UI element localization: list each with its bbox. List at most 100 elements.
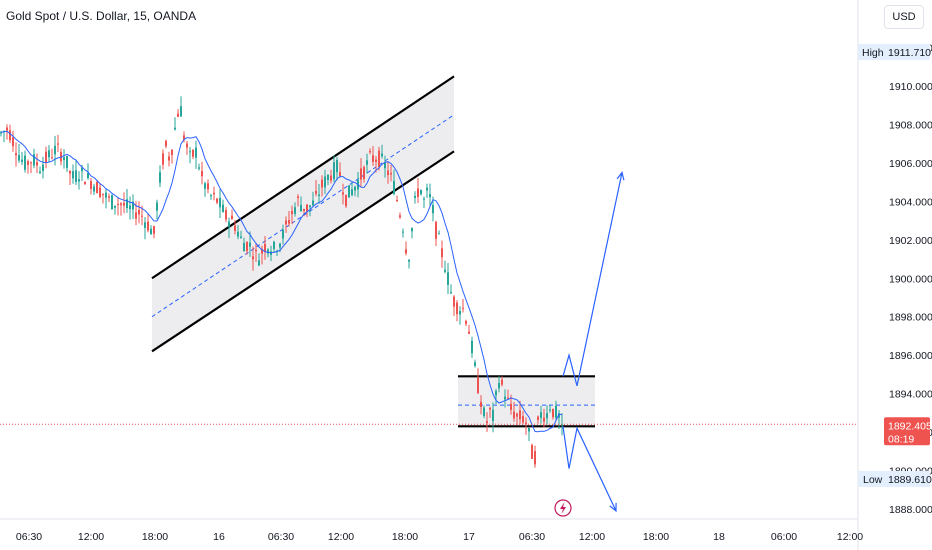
lightning-icon-bolt — [560, 502, 566, 514]
candle-body — [285, 220, 287, 225]
candle-body — [18, 154, 20, 161]
candle-body — [114, 205, 116, 208]
price-tick-label: 1898.000 — [889, 312, 932, 324]
candle-body — [492, 409, 494, 422]
candle-body — [444, 269, 446, 272]
candle-body — [510, 403, 512, 410]
projection-arrows — [562, 171, 625, 513]
candle-body — [447, 272, 449, 285]
symbol-title: Gold Spot / U.S. Dollar, 15, OANDA — [6, 9, 197, 23]
candle-body — [102, 193, 104, 195]
candle-body — [6, 127, 8, 131]
candle-body — [189, 151, 191, 153]
candle-body — [561, 424, 563, 426]
low-value-bg — [884, 471, 930, 487]
channel-mid-line — [151, 114, 455, 318]
price-tick-label: 1902.000 — [889, 235, 932, 247]
candle-body — [237, 231, 239, 237]
candle-body — [30, 162, 32, 164]
candle-body — [204, 183, 206, 189]
candle-body — [408, 260, 410, 262]
candle-body — [33, 154, 35, 166]
candle-body — [489, 407, 491, 410]
candle-body — [267, 249, 269, 254]
candle-body — [297, 196, 299, 199]
high-value: 1911.710 — [888, 47, 931, 59]
high-label-bg — [858, 44, 884, 60]
candle-body — [360, 168, 362, 180]
candle-body — [498, 382, 500, 389]
candle-body — [414, 195, 416, 198]
low-label-bg — [858, 471, 884, 487]
candle-body — [327, 175, 329, 181]
candle-body — [507, 397, 509, 399]
candle-body — [372, 155, 374, 162]
time-tick-label: 18 — [713, 531, 725, 543]
time-tick-label: 06:30 — [519, 531, 545, 543]
candle-body — [141, 215, 143, 217]
candle-body — [51, 157, 53, 159]
candle-body — [417, 188, 419, 197]
currency-button[interactable]: USD — [884, 5, 924, 29]
candle-body — [336, 159, 338, 173]
candle-body — [348, 185, 350, 198]
price-tick-label: 1908.000 — [889, 119, 932, 131]
candle-body — [171, 149, 173, 156]
candle-body — [39, 171, 41, 174]
lightning-icon[interactable] — [554, 499, 572, 517]
candle-body — [384, 162, 386, 169]
high-value-bg — [884, 44, 930, 60]
time-tick-label: 06:30 — [268, 531, 294, 543]
candle-body — [474, 362, 476, 366]
candle-body — [339, 172, 341, 177]
candle-body — [477, 377, 479, 394]
candle-body — [261, 249, 263, 254]
last-price-tag-text: 08:19 — [888, 433, 914, 445]
candle-body — [210, 195, 212, 197]
candle-body — [426, 187, 428, 191]
candle-body — [96, 181, 98, 194]
candle-body — [375, 159, 377, 162]
candlesticks — [0, 96, 563, 468]
time-axis: 06:30 12:00 18:00 16 06:30 12:00 18:00 17 06:30 1… — [0, 518, 863, 543]
candle-body — [162, 153, 164, 165]
candle-body — [345, 194, 347, 207]
price-tick-label: 1896.000 — [889, 350, 932, 362]
low-value: 1889.610 — [888, 474, 932, 486]
candle-body — [441, 248, 443, 258]
candle-body — [495, 391, 497, 396]
time-tick-label: 17 — [463, 531, 475, 543]
candle-body — [15, 153, 17, 156]
price-axis: 1888.0001890.0001892.0001894.0001896.000… — [857, 0, 932, 550]
candle-body — [219, 197, 221, 208]
candle-body — [246, 242, 248, 252]
candle-body — [429, 194, 431, 198]
candle-body — [48, 150, 50, 158]
time-tick-label: 12:00 — [837, 531, 863, 543]
candle-body — [291, 210, 293, 215]
candle-body — [528, 427, 530, 432]
candle-body — [552, 408, 554, 418]
candle-body — [195, 147, 197, 158]
candle-body — [234, 225, 236, 231]
candle-body — [216, 198, 218, 203]
candle-body — [504, 396, 506, 400]
time-tick-label: 12:00 — [78, 531, 104, 543]
candle-body — [282, 229, 284, 239]
candle-body — [108, 196, 110, 198]
bullish-projection-arrow — [562, 172, 623, 387]
candle-body — [468, 331, 470, 334]
candle-body — [363, 167, 365, 179]
candle-body — [273, 241, 275, 249]
candle-body — [207, 183, 209, 190]
candle-body — [144, 222, 146, 228]
time-tick-label: 12:00 — [579, 531, 605, 543]
candle-body — [255, 249, 257, 252]
bearish-projection-arrow-head — [609, 502, 617, 513]
price-tick-label: 1894.000 — [889, 389, 932, 401]
candle-body — [309, 205, 311, 208]
time-tick-label: 18:00 — [643, 531, 669, 543]
candle-body — [12, 137, 14, 147]
candle-body — [72, 171, 74, 179]
